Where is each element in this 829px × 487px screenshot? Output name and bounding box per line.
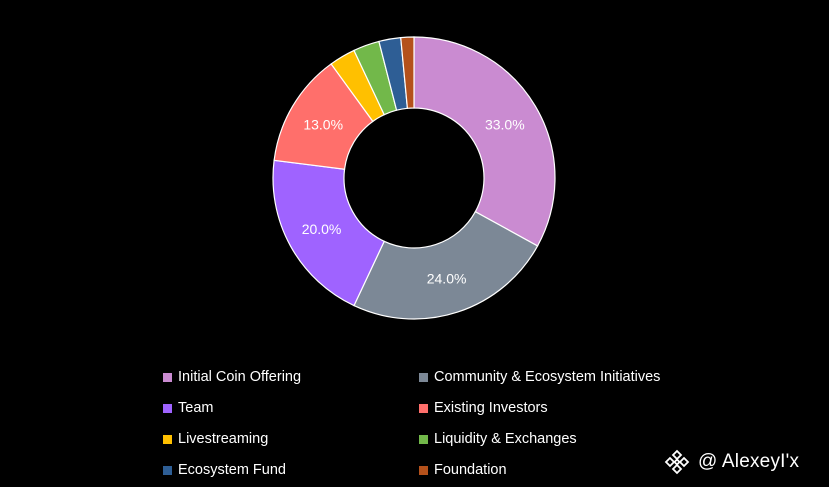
legend-label: Ecosystem Fund: [178, 462, 286, 478]
legend-item-liquidity-exchanges: Liquidity & Exchanges: [419, 429, 577, 449]
legend-swatch: [419, 372, 428, 382]
slice-community-ecosystem-initiatives: [353, 210, 539, 320]
legend-item-initial-coin-offering: Initial Coin Offering: [163, 367, 301, 387]
legend-swatch: [163, 465, 172, 475]
legend-item-ecosystem-fund: Ecosystem Fund: [163, 460, 286, 480]
legend-item-foundation: Foundation: [419, 460, 507, 480]
legend-label: Initial Coin Offering: [178, 369, 302, 385]
legend-label: Existing Investors: [434, 400, 548, 416]
slice-foundation: [400, 36, 415, 109]
legend-swatch: [419, 465, 428, 475]
legend-item-livestreaming: Livestreaming: [163, 429, 268, 449]
legend-item-existing-investors: Existing Investors: [419, 398, 548, 418]
watermark: @ AlexeyI'x: [664, 449, 799, 475]
legend-swatch: [419, 403, 428, 413]
slice-initial-coin-offering: [413, 36, 556, 247]
legend-label: Team: [178, 400, 214, 416]
legend-swatch: [163, 403, 172, 413]
watermark-text: @ AlexeyI'x: [698, 451, 800, 472]
legend-swatch: [419, 434, 428, 444]
legend-label: Foundation: [434, 462, 507, 478]
legend-swatch: [163, 372, 172, 382]
legend-swatch: [163, 434, 172, 444]
legend-item-team: Team: [163, 398, 213, 418]
data-label-initial-coin-offering: 33.0%: [485, 116, 525, 132]
chart-legend: Initial Coin Offering Community & Ecosyst…: [163, 367, 723, 482]
binance-logo-icon: [664, 449, 690, 475]
data-label-existing-investors: 13.0%: [303, 116, 343, 132]
legend-label: Liquidity & Exchanges: [434, 431, 577, 447]
legend-item-community-ecosystem-initiatives: Community & Ecosystem Initiatives: [419, 367, 660, 387]
data-label-community-ecosystem-initiatives: 24.0%: [427, 270, 467, 286]
data-label-team: 20.0%: [302, 221, 342, 237]
legend-label: Livestreaming: [178, 431, 269, 447]
legend-label: Community & Ecosystem Initiatives: [434, 369, 661, 385]
slice-team: [272, 159, 385, 307]
